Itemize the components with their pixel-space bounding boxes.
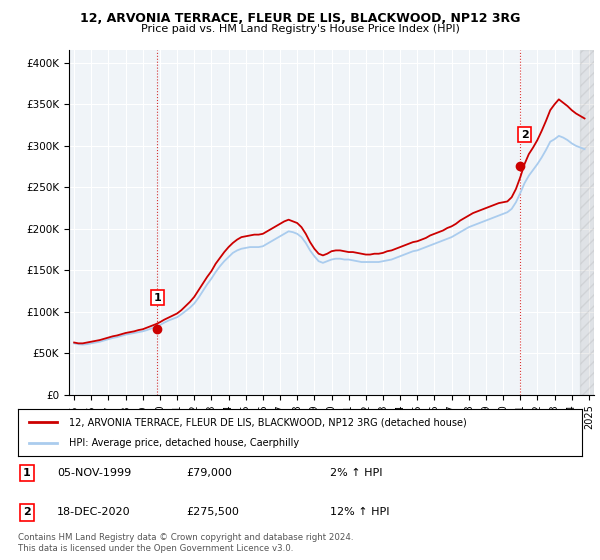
Text: 1: 1	[23, 468, 31, 478]
Text: Contains HM Land Registry data © Crown copyright and database right 2024.
This d: Contains HM Land Registry data © Crown c…	[18, 533, 353, 553]
Text: 12, ARVONIA TERRACE, FLEUR DE LIS, BLACKWOOD, NP12 3RG (detached house): 12, ARVONIA TERRACE, FLEUR DE LIS, BLACK…	[69, 417, 467, 427]
Text: 2: 2	[521, 129, 529, 139]
Text: 2: 2	[23, 507, 31, 517]
Text: HPI: Average price, detached house, Caerphilly: HPI: Average price, detached house, Caer…	[69, 438, 299, 448]
Text: Price paid vs. HM Land Registry's House Price Index (HPI): Price paid vs. HM Land Registry's House …	[140, 24, 460, 34]
Text: 18-DEC-2020: 18-DEC-2020	[57, 507, 131, 517]
Text: 1: 1	[154, 293, 161, 303]
Text: 2% ↑ HPI: 2% ↑ HPI	[330, 468, 383, 478]
Text: 12% ↑ HPI: 12% ↑ HPI	[330, 507, 389, 517]
Text: 05-NOV-1999: 05-NOV-1999	[57, 468, 131, 478]
Text: 12, ARVONIA TERRACE, FLEUR DE LIS, BLACKWOOD, NP12 3RG: 12, ARVONIA TERRACE, FLEUR DE LIS, BLACK…	[80, 12, 520, 25]
Text: £275,500: £275,500	[186, 507, 239, 517]
Text: £79,000: £79,000	[186, 468, 232, 478]
Bar	[580, 50, 594, 395]
